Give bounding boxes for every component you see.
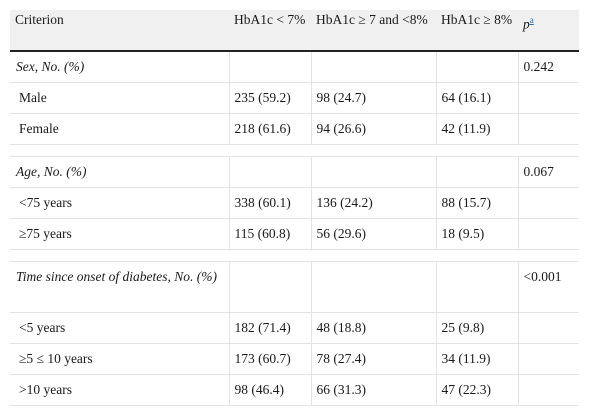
- cell-v1: 173 (60.7): [229, 343, 312, 375]
- cell-v3: 25 (9.8): [436, 312, 519, 344]
- row-label: <5 years: [10, 312, 230, 344]
- cell-v3: 47 (22.3): [436, 374, 519, 406]
- section-title: Sex, No. (%): [10, 51, 230, 83]
- section-title: Time since onset of diabetes, No. (%): [10, 261, 230, 313]
- cell-v1: 98 (46.4): [229, 374, 312, 406]
- row-label: ≥75 years: [10, 218, 230, 250]
- header-hba1c-ge8: HbA1c ≥ 8%: [436, 10, 518, 52]
- cell-v3: 88 (15.7): [436, 187, 519, 219]
- cell-v1: 182 (71.4): [229, 312, 312, 344]
- cell-v3: 34 (11.9): [436, 343, 519, 375]
- row-label: <75 years: [10, 187, 230, 219]
- cell-v1: 235 (59.2): [229, 82, 312, 114]
- table-row: <5 years 182 (71.4) 48 (18.8) 25 (9.8): [10, 312, 579, 344]
- table-row: ≥5 ≤ 10 years 173 (60.7) 78 (27.4) 34 (1…: [10, 343, 579, 375]
- cell-v3: 64 (16.1): [436, 82, 519, 114]
- header-row: Criterion HbA1c < 7% HbA1c ≥ 7 and <8% H…: [10, 10, 579, 52]
- section-row-age: Age, No. (%) 0.067: [10, 156, 579, 188]
- cell-v2: 98 (24.7): [311, 82, 437, 114]
- table-row: ≥75 years 115 (60.8) 56 (29.6) 18 (9.5): [10, 218, 579, 250]
- cell-v2: 66 (31.3): [311, 374, 437, 406]
- cell-v2: 78 (27.4): [311, 343, 437, 375]
- row-label: ≥5 ≤ 10 years: [10, 343, 230, 375]
- cell-v2: 56 (29.6): [311, 218, 437, 250]
- section-row-sex: Sex, No. (%) 0.242: [10, 51, 579, 83]
- cell-v1: 115 (60.8): [229, 218, 312, 250]
- cell-v3: 18 (9.5): [436, 218, 519, 250]
- cell-v2: 94 (26.6): [311, 113, 437, 145]
- p-value: 0.242: [518, 51, 579, 83]
- table-row: Female 218 (61.6) 94 (26.6) 42 (11.9): [10, 113, 579, 145]
- results-table: Criterion HbA1c < 7% HbA1c ≥ 7 and <8% H…: [10, 10, 579, 406]
- cell-v1: 338 (60.1): [229, 187, 312, 219]
- p-value: 0.067: [518, 156, 579, 188]
- cell-v1: 218 (61.6): [229, 113, 312, 145]
- row-label: Female: [10, 113, 230, 145]
- p-value: <0.001: [518, 261, 579, 313]
- table-row: Male 235 (59.2) 98 (24.7) 64 (16.1): [10, 82, 579, 114]
- header-hba1c-lt7: HbA1c < 7%: [229, 10, 311, 52]
- row-label: >10 years: [10, 374, 230, 406]
- cell-v2: 136 (24.2): [311, 187, 437, 219]
- table-row: >10 years 98 (46.4) 66 (31.3) 47 (22.3): [10, 374, 579, 406]
- section-row-diabetes-onset: Time since onset of diabetes, No. (%) <0…: [10, 261, 579, 313]
- cell-v3: 42 (11.9): [436, 113, 519, 145]
- p-label: p: [523, 16, 530, 32]
- header-criterion: Criterion: [10, 10, 229, 52]
- spacer-row: [10, 144, 579, 157]
- section-title: Age, No. (%): [10, 156, 230, 188]
- footnote-a-link[interactable]: a: [529, 15, 534, 25]
- header-hba1c-7-8: HbA1c ≥ 7 and <8%: [311, 10, 436, 52]
- row-label: Male: [10, 82, 230, 114]
- table-row: <75 years 338 (60.1) 136 (24.2) 88 (15.7…: [10, 187, 579, 219]
- cell-v2: 48 (18.8): [311, 312, 437, 344]
- header-p-value: pa: [518, 10, 579, 52]
- spacer-row: [10, 249, 579, 262]
